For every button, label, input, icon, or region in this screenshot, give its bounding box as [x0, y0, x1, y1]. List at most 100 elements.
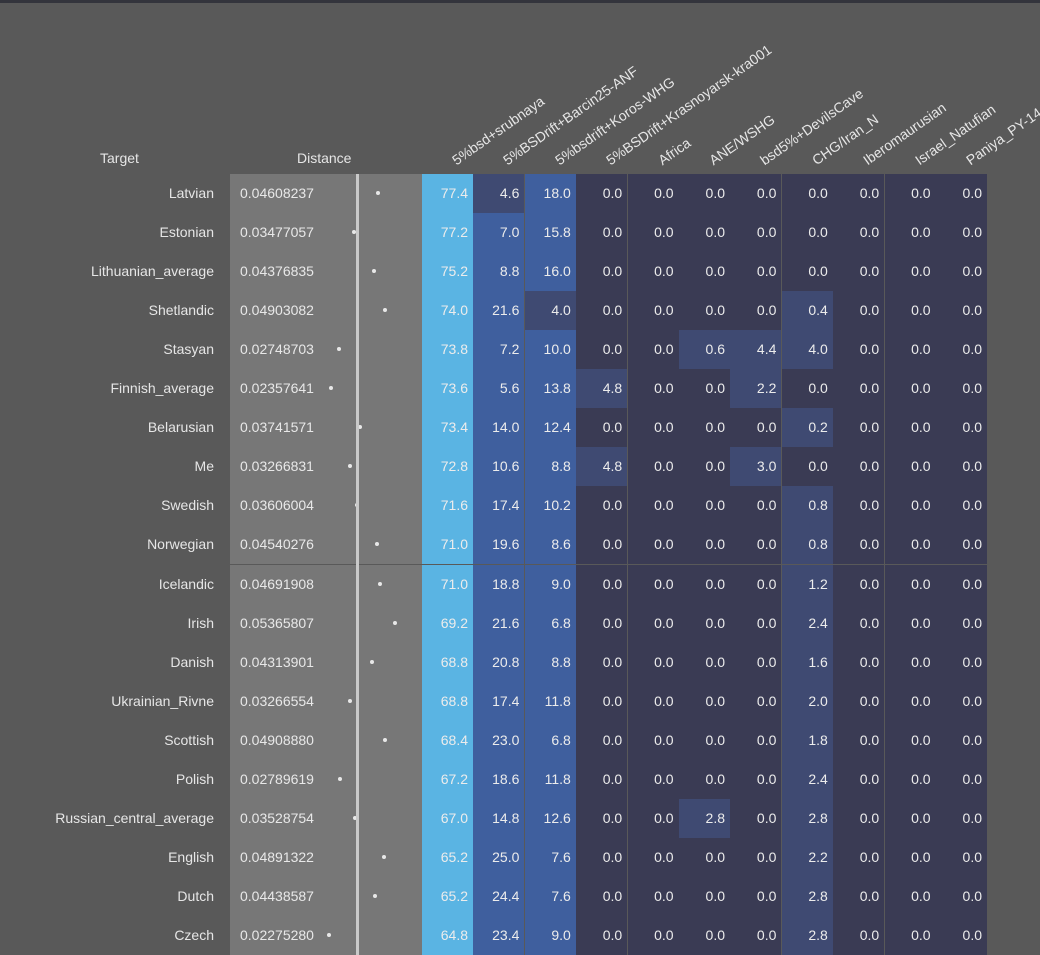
distance-dot [392, 620, 397, 625]
table-row: Norwegian 0.04540276 71.0 19.6 8.6 0.0 0.0 0.0 0… [0, 525, 1040, 565]
value-cell: 10.6 [473, 447, 525, 487]
value-cell: 0.0 [627, 330, 679, 370]
value-cell: 73.8 [422, 330, 473, 370]
value-cell: 0.0 [936, 486, 987, 526]
value-cell: 77.4 [422, 174, 473, 213]
distance-dot [336, 347, 341, 352]
value-cell: 4.8 [576, 369, 628, 409]
value-cell: 2.8 [781, 798, 833, 838]
table-row: Scottish 0.04908880 68.4 23.0 6.8 0.0 0.0 0.0 0.… [0, 720, 1040, 760]
value-cell: 71.6 [422, 486, 473, 526]
target-name: Russian_central_average [55, 809, 214, 826]
value-cell: 1.8 [781, 720, 833, 760]
value-cell: 1.2 [781, 564, 833, 604]
value-cell: 2.2 [730, 369, 782, 409]
distance-dot [328, 386, 333, 391]
distance-value: 0.04376835 [240, 263, 314, 280]
value-cell: 0.0 [627, 720, 679, 760]
value-cell: 7.6 [524, 837, 576, 877]
value-cell: 0.0 [576, 837, 628, 877]
distance-value: 0.04313901 [240, 653, 314, 670]
value-cell: 0.0 [576, 291, 628, 331]
value-cell: 5.6 [473, 369, 525, 409]
target-column-header: Target [100, 150, 139, 166]
value-cell: 8.8 [473, 252, 525, 292]
table-row: Stasyan 0.02748703 73.8 7.2 10.0 0.0 0.0 0.6 4.4… [0, 330, 1040, 370]
value-cell: 75.2 [422, 252, 473, 292]
value-cell: 0.0 [936, 447, 987, 487]
value-cell: 0.0 [936, 642, 987, 682]
value-cell: 65.2 [422, 876, 473, 916]
value-cell: 0.0 [730, 408, 782, 448]
value-cell: 0.4 [781, 291, 833, 331]
value-cell: 68.8 [422, 642, 473, 682]
value-cell: 0.0 [936, 603, 987, 643]
value-cell: 2.4 [781, 759, 833, 799]
value-cell: 0.0 [627, 486, 679, 526]
value-cell: 4.6 [473, 174, 525, 213]
table-row: Lithuanian_average 0.04376835 75.2 8.8 16.0 0… [0, 252, 1040, 292]
value-cell: 0.0 [936, 330, 987, 370]
value-cell: 0.0 [884, 759, 936, 799]
distance-value: 0.02789619 [240, 770, 314, 787]
target-name: Finnish_average [110, 380, 214, 397]
value-cell: 0.0 [576, 525, 628, 565]
value-cell: 0.0 [679, 759, 730, 799]
value-cell: 0.0 [576, 759, 628, 799]
column-header: 5%bsd+srubnaya [449, 92, 548, 169]
value-cell: 0.0 [936, 915, 987, 955]
value-cell: 0.0 [627, 447, 679, 487]
value-cell: 18.6 [473, 759, 525, 799]
value-cell: 1.6 [781, 642, 833, 682]
value-cell: 0.0 [833, 798, 885, 838]
value-cell: 0.0 [884, 681, 936, 721]
value-cell: 18.8 [473, 564, 525, 604]
table-row: Latvian 0.04608237 77.4 4.6 18.0 0.0 0.0 0.0 0.0… [0, 174, 1040, 213]
value-cell: 8.8 [524, 447, 576, 487]
value-cell: 23.0 [473, 720, 525, 760]
value-cell: 21.6 [473, 291, 525, 331]
value-cell: 0.0 [576, 486, 628, 526]
value-cell: 2.2 [781, 837, 833, 877]
distance-dot [376, 191, 381, 195]
value-cell: 65.2 [422, 837, 473, 877]
value-cell: 69.2 [422, 603, 473, 643]
value-cell: 7.6 [524, 876, 576, 916]
value-cell: 0.2 [781, 408, 833, 448]
table-row: Irish 0.05365807 69.2 21.6 6.8 0.0 0.0 0.0 0.0 2.… [0, 603, 1040, 643]
target-name: Me [194, 458, 214, 475]
value-cell: 0.0 [730, 291, 782, 331]
value-cell: 0.0 [576, 408, 628, 448]
value-cell: 0.0 [576, 213, 628, 253]
value-cell: 77.2 [422, 213, 473, 253]
value-cell: 0.0 [936, 759, 987, 799]
target-name: Ukrainian_Rivne [111, 692, 214, 709]
value-cell: 0.0 [627, 603, 679, 643]
value-cell: 17.4 [473, 486, 525, 526]
value-cell: 71.0 [422, 525, 473, 565]
value-cell: 0.0 [679, 915, 730, 955]
value-cell: 0.0 [627, 681, 679, 721]
value-cell: 0.0 [576, 915, 628, 955]
value-cell: 6.8 [524, 720, 576, 760]
distance-dot [347, 464, 352, 469]
target-name: Icelandic [158, 575, 214, 592]
value-cell: 0.0 [627, 213, 679, 253]
value-cell: 0.0 [730, 876, 782, 916]
value-cell: 72.8 [422, 447, 473, 487]
value-cell: 4.8 [576, 447, 628, 487]
distance-dot [382, 737, 387, 742]
value-cell: 19.6 [473, 525, 525, 565]
distance-cell [230, 876, 422, 916]
value-cell: 68.8 [422, 681, 473, 721]
value-cell: 0.0 [884, 642, 936, 682]
distance-cell [230, 915, 422, 955]
value-cell: 2.0 [781, 681, 833, 721]
value-cell: 0.0 [936, 681, 987, 721]
value-cell: 0.0 [884, 408, 936, 448]
value-cell: 0.0 [936, 564, 987, 604]
distance-value: 0.04891322 [240, 848, 314, 865]
table-row: Shetlandic 0.04903082 74.0 21.6 4.0 0.0 0.0 0.0… [0, 291, 1040, 331]
distance-dot [326, 932, 331, 937]
distance-cell [230, 759, 422, 799]
